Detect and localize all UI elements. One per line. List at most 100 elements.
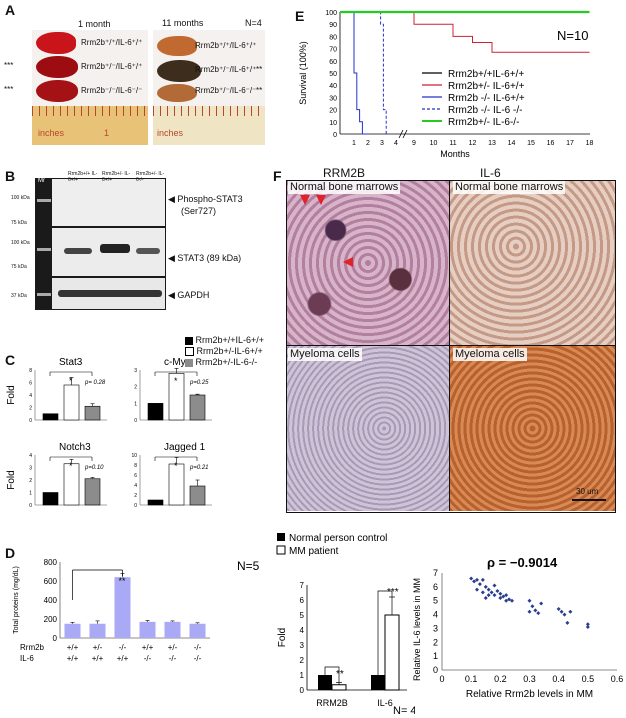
ihc-rrm2b-myeloma [287, 346, 450, 511]
e-ytick-2: 20 [329, 108, 337, 115]
h-point-32 [475, 587, 479, 592]
d-il6-1: +/+ [92, 654, 104, 663]
band-gapdh [58, 290, 162, 297]
e-legend-3: Rrm2b -/- IL-6 -/- [448, 105, 522, 116]
e-xtick-a-0: 1 [352, 140, 356, 147]
spleen-5 [157, 60, 201, 82]
lane-3: Rrm2b+/- IL-6-/- [136, 171, 165, 183]
c-bar-2-2 [84, 478, 101, 506]
c-ytick-2-2: 2 [29, 478, 32, 484]
ruler-1-ticks [32, 106, 148, 116]
panel-g-chart: Normal person control MM patient Fold 0 1 2 3 4… [276, 533, 415, 717]
d-ytick-2: 400 [44, 596, 58, 605]
spleen-2 [36, 56, 78, 78]
c-chart-title-2: Notch3 [59, 442, 91, 453]
c-ytick-0-2: 4 [29, 393, 32, 399]
h-point-4 [480, 577, 485, 582]
g-legend-swatch-2 [276, 545, 286, 555]
e-series-2 [340, 11, 368, 135]
g-ytick-7: 7 [300, 581, 305, 590]
h-point-2 [475, 577, 479, 582]
c-ytick-0-1: 2 [29, 406, 32, 412]
d-row2-label: IL-6 [20, 654, 34, 663]
c-star-2: * [69, 461, 73, 471]
marker-3: 100 kDa [11, 240, 30, 246]
h-ytick-0: 0 [433, 665, 438, 675]
h-point-25 [556, 607, 561, 612]
g-ylabel: Fold [277, 628, 288, 647]
d-rrm2b-0: +/+ [67, 643, 79, 652]
ihc-il6-myeloma: 30 um [450, 346, 615, 511]
ihc-label-3: Myeloma cells [288, 348, 362, 361]
h-xtick-5: 0.5 [582, 674, 595, 684]
e-ytick-6: 60 [329, 59, 337, 66]
arrow-3 [343, 257, 353, 267]
h-ytick-3: 3 [433, 623, 438, 633]
c-ytick-3-5: 10 [131, 453, 137, 459]
d-il6-4: -/- [169, 654, 177, 663]
panel-a-col1-title: 1 month [78, 19, 111, 29]
ladder-1 [37, 199, 51, 202]
c-bar-3-0 [147, 499, 164, 506]
c-ylabel-1: Fold [6, 385, 17, 404]
arrow-2 [316, 195, 326, 205]
c-ytick-3-4: 8 [134, 463, 137, 469]
h-xtick-1: 0.1 [465, 674, 478, 684]
h-point-29 [585, 622, 590, 627]
d-rrm2b-2: -/- [119, 643, 127, 652]
e-xtick-b-4: 13 [488, 140, 496, 147]
e-xtick-b-2: 11 [449, 140, 456, 147]
g-bar-mm-0 [331, 684, 347, 691]
blot-stat3 [52, 228, 165, 276]
ruler-1-mark: 1 [104, 128, 110, 138]
c-ytick-0-4: 8 [29, 368, 32, 374]
c-ytick-2-3: 3 [29, 466, 32, 472]
g-bar-mm-1 [384, 614, 400, 691]
e-xtick-a-1: 2 [366, 140, 370, 147]
c-bar-0-2 [84, 405, 101, 421]
ruler-2-ticks [153, 106, 265, 116]
h-ytick-2: 2 [433, 637, 438, 647]
c-ytick-3-2: 4 [134, 483, 137, 489]
e-xtick-b-9: 18 [586, 140, 594, 147]
c-ytick-1-2: 2 [134, 385, 137, 391]
d-bar-3 [139, 621, 156, 638]
h-xlabel: Relative Rrm2b levels in MM [466, 689, 593, 700]
d-ytick-1: 200 [44, 615, 58, 624]
h-point-31 [568, 609, 573, 614]
panel-d-letter: D [5, 545, 16, 561]
h-xtick-2: 0.2 [494, 674, 507, 684]
c-star-0: * [69, 376, 73, 386]
g-legend-swatch-1 [277, 533, 285, 541]
c-ytick-1-3: 3 [134, 368, 137, 374]
c-bar-1-0 [147, 403, 164, 421]
panel-c-legend-2: Rrm2b+/-IL-6+/+ [196, 346, 263, 356]
g-bar-control-1 [371, 675, 385, 690]
h-ytick-5: 5 [433, 596, 438, 606]
e-xtick-b-7: 16 [547, 140, 555, 147]
c-bar-0-0 [42, 413, 59, 421]
g-ytick-6: 6 [300, 596, 305, 605]
band-stat3-1 [64, 248, 92, 254]
d-rrm2b-4: +/- [168, 643, 178, 652]
band-label-gapdh: ◀ GAPDH [168, 290, 210, 300]
legend-swatch-black [185, 336, 193, 345]
panel-c-legend-3: Rrm2b+/-IL-6-/- [195, 357, 258, 367]
c-bar-2-0 [42, 492, 59, 506]
h-xtick-6: 0.6 [611, 674, 624, 684]
e-ytick-1: 10 [329, 120, 337, 127]
ihc-label-4: Myeloma cells [453, 348, 527, 361]
panel-c-legend-1: Rrm2b+/+IL-6+/+ [195, 335, 265, 345]
marker-5: 37 kDa [11, 293, 27, 299]
marker-2: 75 kDa [11, 220, 27, 226]
g-bracket-1 [377, 590, 393, 675]
e-xtick-b-8: 17 [566, 140, 574, 147]
d-il6-5: -/- [194, 654, 202, 663]
d-il6-3: -/- [144, 654, 152, 663]
e-legend-1: Rrm2b+/- IL-6+/+ [448, 81, 525, 92]
g-ytick-3: 3 [300, 641, 305, 650]
band-stat3-2 [100, 244, 130, 253]
d-ytick-0: 0 [53, 634, 58, 643]
c-ytick-0-0: 0 [29, 418, 32, 424]
d-bar-5 [189, 623, 206, 638]
